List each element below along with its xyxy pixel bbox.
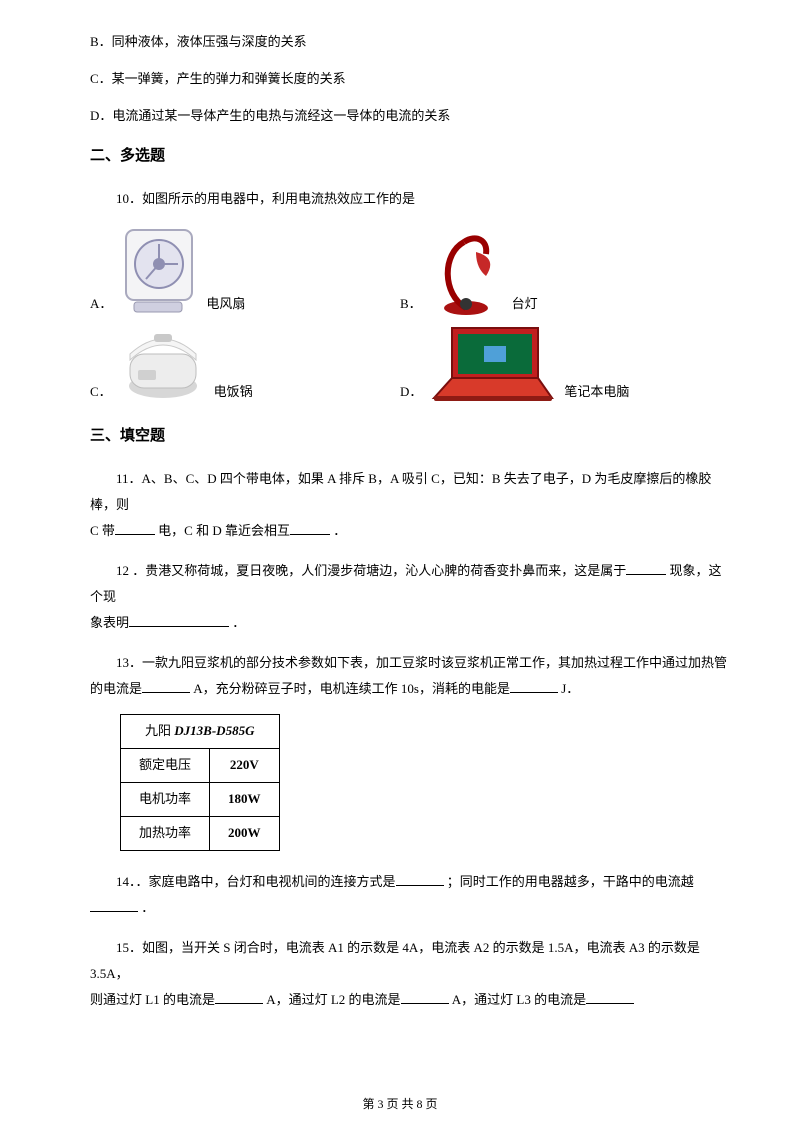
choice-c-letter: C． bbox=[90, 382, 112, 403]
table-title-model: DJ13B-D585G bbox=[174, 723, 254, 738]
table-title-prefix: 九阳 bbox=[145, 723, 174, 738]
option-d: D．电流通过某一导体产生的电热与流经这一导体的电流的关系 bbox=[90, 106, 730, 127]
q15-blank-2[interactable] bbox=[401, 991, 449, 1004]
table-title: 九阳 DJ13B-D585G bbox=[121, 715, 280, 749]
choice-d-letter: D． bbox=[400, 382, 422, 403]
table-row: 电机功率 180W bbox=[121, 782, 280, 816]
q11-text-b: C 带 bbox=[90, 523, 115, 538]
q13-blank-1[interactable] bbox=[142, 680, 190, 693]
cell-k-0: 额定电压 bbox=[121, 749, 210, 783]
cell-k-2: 加热功率 bbox=[121, 816, 210, 850]
q11-text-a: 11．A、B、C、D 四个带电体，如果 A 排斥 B，A 吸引 C，已知：B 失… bbox=[90, 466, 730, 518]
q13-text-b: 的电流是 bbox=[90, 681, 142, 696]
q11-text-c: 电，C 和 D 靠近会相互 bbox=[158, 523, 290, 538]
q12-blank-2[interactable] bbox=[129, 614, 229, 627]
choice-b-image bbox=[428, 224, 506, 318]
question-13: 13．一款九阳豆浆机的部分技术参数如下表，加工豆浆时该豆浆机正常工作，其加热过程… bbox=[90, 650, 730, 702]
q15-text-c: A，通过灯 L2 的电流是 bbox=[266, 992, 400, 1007]
q13-blank-2[interactable] bbox=[510, 680, 558, 693]
question-15: 15．如图，当开关 S 闭合时，电流表 A1 的示数是 4A，电流表 A2 的示… bbox=[90, 935, 730, 1013]
table-row: 加热功率 200W bbox=[121, 816, 280, 850]
choice-c-image bbox=[118, 324, 208, 406]
option-b: B．同种液体，液体压强与深度的关系 bbox=[90, 32, 730, 53]
choice-d-label: 笔记本电脑 bbox=[564, 382, 629, 403]
choice-a-label: 电风扇 bbox=[206, 294, 245, 315]
q15-text-a: 15．如图，当开关 S 闭合时，电流表 A1 的示数是 4A，电流表 A2 的示… bbox=[90, 935, 730, 987]
q15-blank-3[interactable] bbox=[586, 991, 634, 1004]
q14-text-a: 14．．家庭电路中，台灯和电视机间的连接方式是 bbox=[90, 869, 396, 895]
choice-b-label: 台灯 bbox=[512, 294, 538, 315]
question-14: 14．．家庭电路中，台灯和电视机间的连接方式是 ；同时工作的用电器越多，干路中的… bbox=[90, 869, 730, 921]
question-10: 10．如图所示的用电器中，利用电流热效应工作的是 bbox=[90, 186, 730, 212]
q14-blank-2[interactable] bbox=[90, 899, 138, 912]
q14-text-b: ；同时工作的用电器越多，干路中的电流越 bbox=[447, 874, 694, 889]
choice-row-2: C． 电饭锅 D． 笔记本电脑 bbox=[90, 324, 730, 406]
section-2-header: 二、多选题 bbox=[90, 144, 730, 168]
choice-c-label: 电饭锅 bbox=[214, 382, 253, 403]
q11-blank-1[interactable] bbox=[115, 522, 155, 535]
choice-a-image bbox=[118, 224, 200, 318]
q13-text-a: 13．一款九阳豆浆机的部分技术参数如下表，加工豆浆时该豆浆机正常工作，其加热过程… bbox=[90, 650, 727, 676]
q13-text-c: A，充分粉碎豆子时，电机连续工作 10s，消耗的电能是 bbox=[193, 681, 510, 696]
question-11: 11．A、B、C、D 四个带电体，如果 A 排斥 B，A 吸引 C，已知：B 失… bbox=[90, 466, 730, 544]
choice-d-image bbox=[428, 324, 558, 406]
cell-k-1: 电机功率 bbox=[121, 782, 210, 816]
q15-text-b: 则通过灯 L1 的电流是 bbox=[90, 992, 215, 1007]
q14-blank-1[interactable] bbox=[396, 873, 444, 886]
cell-v-2: 200W bbox=[210, 816, 280, 850]
q12-text-a: 12 ．贵港又称荷城，夏日夜晚，人们漫步荷塘边，沁人心脾的荷香变扑鼻而来，这是属… bbox=[90, 558, 626, 584]
q13-text-d: J． bbox=[561, 681, 579, 696]
cell-v-0: 220V bbox=[210, 749, 280, 783]
choice-a-letter: A． bbox=[90, 294, 112, 315]
question-12: 12 ．贵港又称荷城，夏日夜晚，人们漫步荷塘边，沁人心脾的荷香变扑鼻而来，这是属… bbox=[90, 558, 730, 636]
table-row: 额定电压 220V bbox=[121, 749, 280, 783]
cell-v-1: 180W bbox=[210, 782, 280, 816]
q12-blank-1[interactable] bbox=[626, 562, 666, 575]
q11-blank-2[interactable] bbox=[290, 522, 330, 535]
q15-blank-1[interactable] bbox=[215, 991, 263, 1004]
choice-row-1: A． 电风扇 B． 台灯 bbox=[90, 224, 730, 318]
q12-text-c: 象表明 bbox=[90, 615, 129, 630]
q11-text-d: ． bbox=[333, 523, 346, 538]
page-footer: 第 3 页 共 8 页 bbox=[0, 1095, 800, 1114]
q14-text-c: ． bbox=[141, 900, 154, 915]
q12-text-d: ． bbox=[232, 615, 245, 630]
q15-text-d: A，通过灯 L3 的电流是 bbox=[452, 992, 586, 1007]
option-c: C．某一弹簧，产生的弹力和弹簧长度的关系 bbox=[90, 69, 730, 90]
section-3-header: 三、填空题 bbox=[90, 424, 730, 448]
choice-b-letter: B． bbox=[400, 294, 422, 315]
spec-table: 九阳 DJ13B-D585G 额定电压 220V 电机功率 180W 加热功率 … bbox=[120, 714, 280, 850]
